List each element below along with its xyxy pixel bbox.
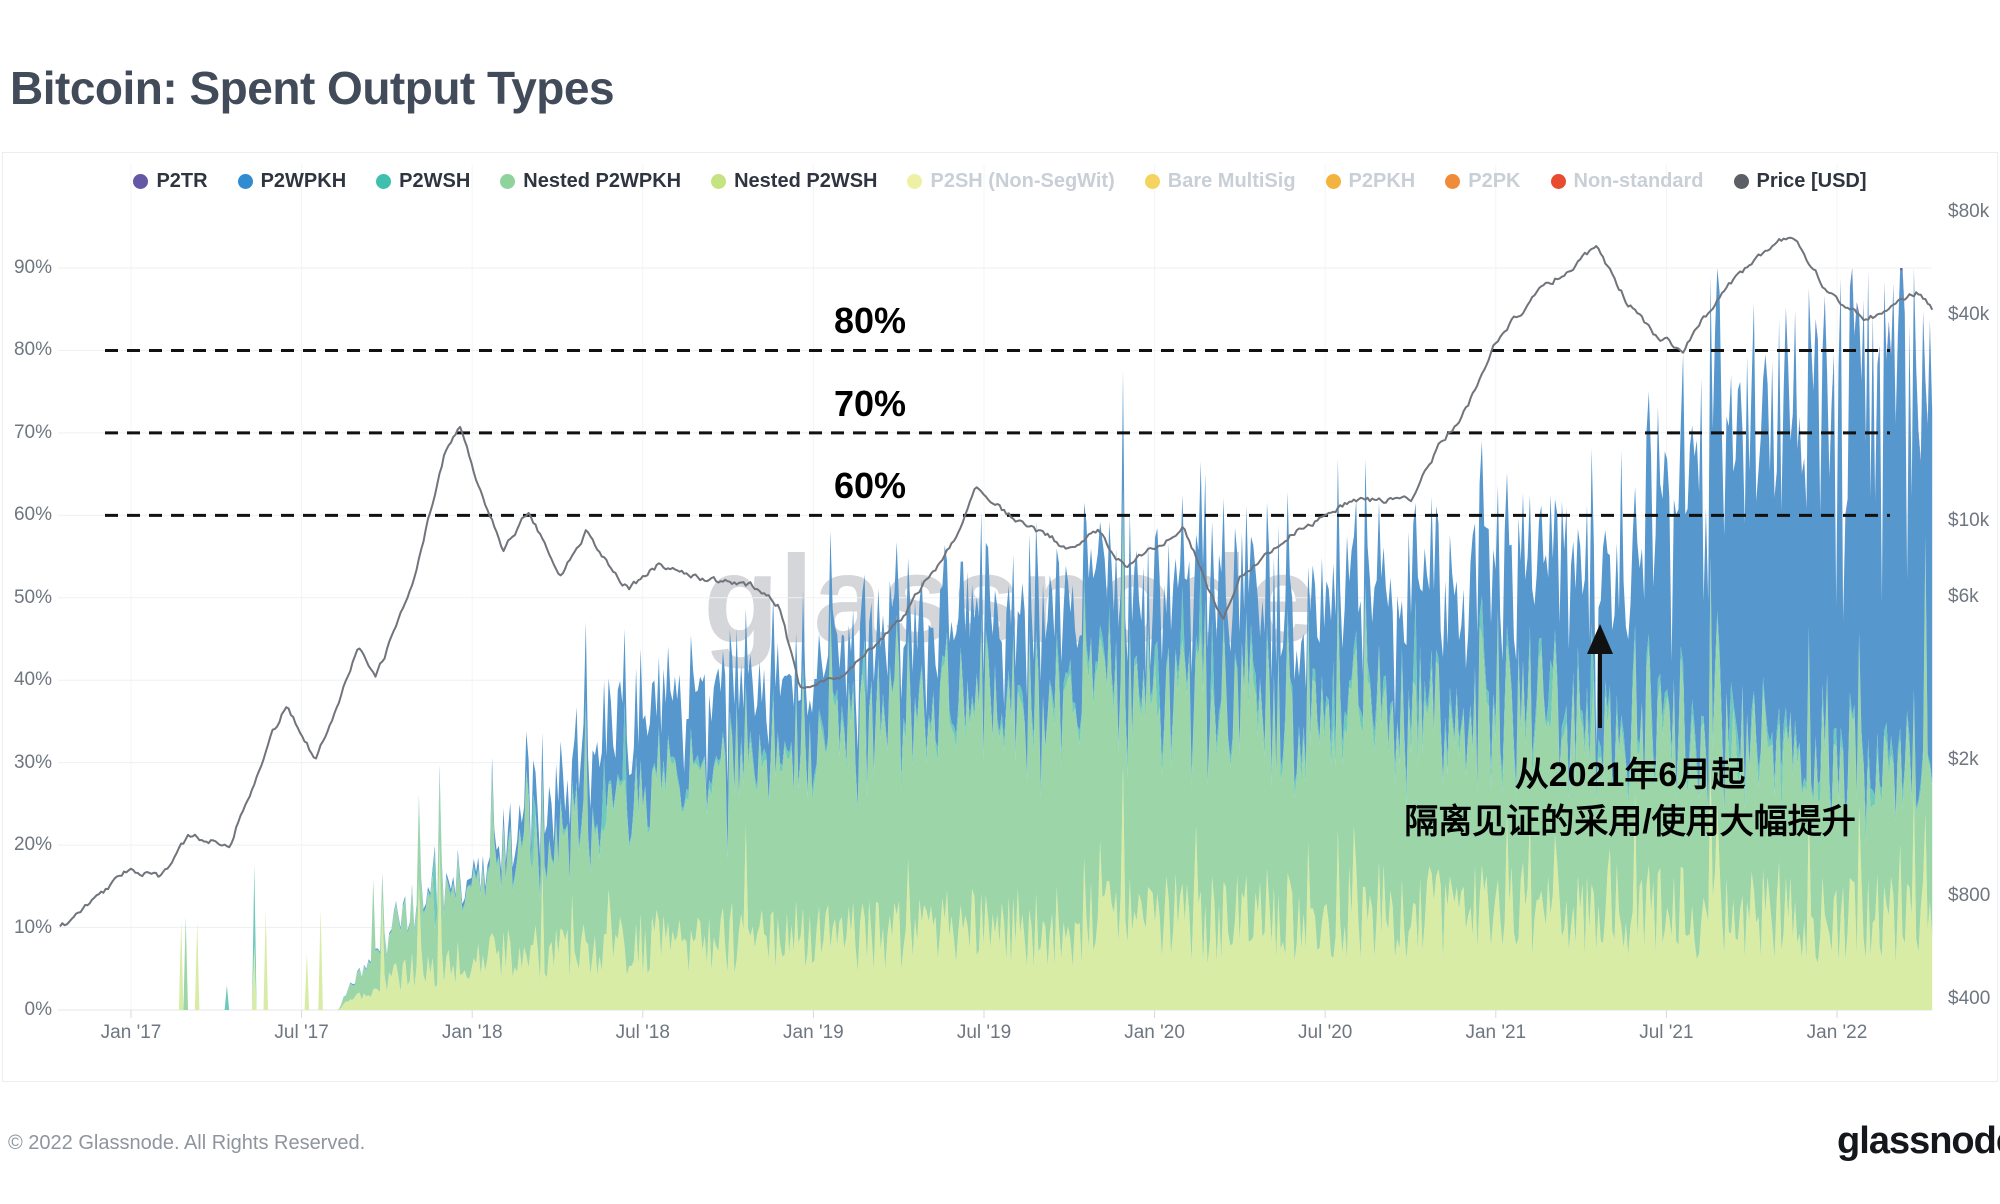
legend-item-p2pk[interactable]: P2PK [1445, 170, 1521, 193]
area-nested-p2wsh [60, 763, 1933, 1010]
x-axis-tick: Jan '19 [783, 1022, 844, 1043]
legend-dot-icon [376, 174, 392, 189]
y-axis-tick-price: $400 [1948, 988, 1991, 1009]
segwit-note-line1: 从2021年6月起 [1514, 756, 1746, 794]
segwit-adoption-note: 从2021年6月起 隔离见证的采用/使用大幅提升 [1404, 752, 1855, 846]
y-axis-tick-percent: 20% [13, 834, 52, 856]
legend-item-p2tr[interactable]: P2TR [133, 170, 208, 193]
legend-dot-icon [1445, 174, 1461, 189]
x-axis-tick: Jan '20 [1124, 1022, 1185, 1043]
legend-item-non-standard[interactable]: Non-standard [1550, 170, 1704, 193]
legend-item-bare-multisig[interactable]: Bare MultiSig [1144, 170, 1296, 193]
up-arrow-head [1587, 624, 1613, 654]
segwit-note-line2: 隔离见证的采用/使用大幅提升 [1404, 802, 1856, 841]
y-axis-tick-price: $6k [1948, 585, 1979, 607]
legend-item-label: P2SH (Non-SegWit) [930, 170, 1115, 192]
y-axis-tick-price: $80k [1948, 201, 1990, 223]
legend-item-label: P2WSH [399, 170, 471, 192]
y-axis-tick-price: $800 [1948, 885, 1991, 907]
price-line [59, 236, 1934, 928]
y-axis-tick-percent: 40% [13, 669, 52, 691]
legend-item-label: P2PK [1468, 170, 1521, 192]
legend-dot-icon [1550, 174, 1566, 189]
legend-item-label: P2TR [156, 170, 208, 192]
legend-dot-icon [237, 174, 253, 189]
legend-item-label: P2WPKH [260, 170, 347, 192]
legend-item-label: Non-standard [1573, 170, 1704, 192]
copyright-text: © 2022 Glassnode. All Rights Reserved. [8, 1132, 366, 1154]
legend-dot-icon [500, 174, 516, 189]
legend-dot-icon [1325, 174, 1341, 189]
area-p2wpkh [60, 268, 1933, 1010]
area-nested-p2wpkh [60, 498, 1933, 1010]
threshold-label-70: 70% [833, 382, 907, 424]
legend-item-p2wpkh[interactable]: P2WPKH [237, 170, 347, 193]
legend: P2TR P2WPKH P2WSH Nested P2WPKH Nested P2WSH… [0, 170, 2000, 193]
legend-item-label: Price [USD] [1756, 170, 1867, 192]
legend-item-nested-p2wsh[interactable]: Nested P2WSH [711, 170, 877, 193]
legend-dot-icon [711, 174, 727, 189]
legend-dot-icon [1733, 174, 1749, 189]
legend-item-price-usd-[interactable]: Price [USD] [1733, 170, 1867, 193]
y-axis-tick-price: $2k [1948, 748, 1979, 770]
y-axis-tick-percent: 70% [13, 421, 52, 443]
legend-item-label: Nested P2WPKH [523, 170, 682, 192]
legend-item-label: Bare MultiSig [1167, 170, 1296, 192]
legend-item-nested-p2wpkh[interactable]: Nested P2WPKH [500, 170, 681, 193]
x-axis-tick: Jan '22 [1806, 1022, 1868, 1043]
x-axis-tick: Jul '17 [274, 1022, 329, 1043]
legend-item-label: Nested P2WSH [734, 170, 878, 192]
y-axis-tick-percent: 60% [13, 504, 52, 526]
legend-item-p2wsh[interactable]: P2WSH [376, 170, 470, 193]
x-axis-tick: Jan '17 [100, 1022, 162, 1043]
x-axis-tick: Jul '19 [956, 1022, 1012, 1043]
x-axis-tick: Jul '21 [1639, 1022, 1694, 1043]
glassnode-wordmark: glassnode [1837, 1120, 2000, 1162]
threshold-label-80: 80% [833, 300, 907, 342]
legend-dot-icon [1144, 174, 1160, 189]
y-axis-tick-price: $10k [1948, 509, 1990, 531]
y-axis-tick-percent: 10% [13, 916, 52, 938]
x-axis-tick: Jul '20 [1298, 1022, 1353, 1043]
y-axis-tick-percent: 0% [24, 999, 52, 1020]
legend-item-p2pkh[interactable]: P2PKH [1325, 170, 1416, 193]
y-axis-tick-price: $40k [1948, 304, 1990, 325]
legend-dot-icon [133, 174, 149, 189]
x-axis-tick: Jan '18 [441, 1022, 503, 1043]
legend-item-label: P2PKH [1348, 170, 1416, 192]
x-axis-tick: Jan '21 [1465, 1022, 1527, 1043]
y-axis-tick-percent: 90% [13, 257, 52, 278]
y-axis-tick-percent: 80% [13, 339, 52, 361]
threshold-label-60: 60% [833, 465, 907, 507]
legend-item-p2sh-non-segwit-[interactable]: P2SH (Non-SegWit) [907, 170, 1115, 193]
y-axis-tick-percent: 50% [13, 586, 52, 608]
x-axis-tick: Jul '18 [615, 1022, 670, 1043]
page-title: Bitcoin: Spent Output Types [10, 61, 615, 114]
legend-dot-icon [907, 174, 923, 189]
y-axis-tick-percent: 30% [13, 751, 52, 773]
